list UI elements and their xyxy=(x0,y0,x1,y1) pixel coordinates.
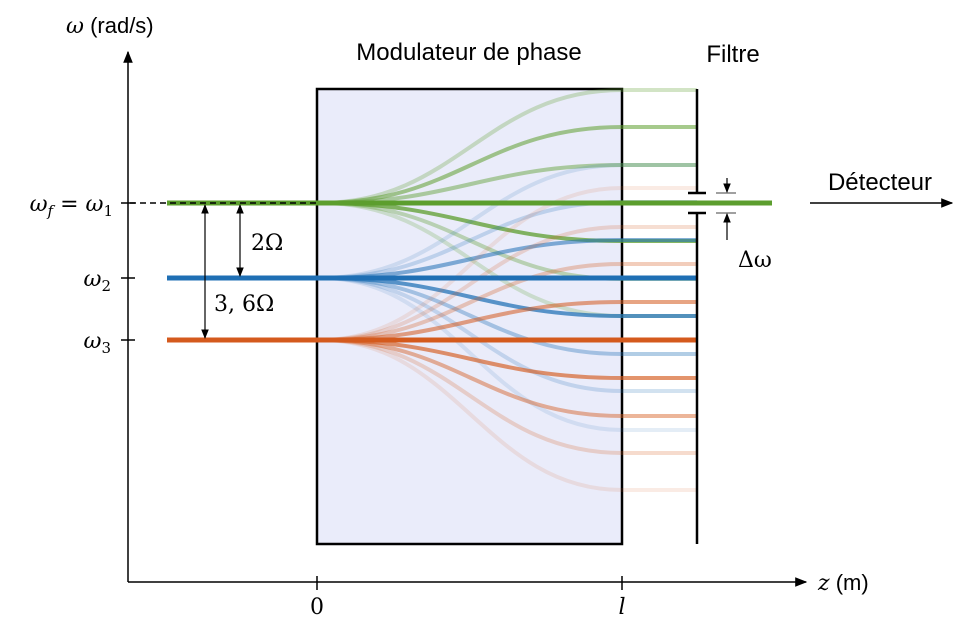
sideband-curve-2-7 xyxy=(319,338,697,492)
filter-title: Filtre xyxy=(706,41,759,68)
label-omega2: ω2 xyxy=(84,267,112,295)
gap-36-label: 3, 6Ω xyxy=(214,292,274,317)
tick-label-zero: 0 xyxy=(310,595,324,617)
sideband-curve-2-0 xyxy=(319,186,697,342)
modulator-title: Modulateur de phase xyxy=(356,39,582,66)
tick-label-l: l xyxy=(618,595,625,617)
label-omega-f-equals-omega1: ωf = ω1 xyxy=(30,192,113,220)
sideband-curve-1-0 xyxy=(319,163,697,280)
y-axis-label: ω (rad/s) xyxy=(66,13,154,39)
x-axis-label: z (m) xyxy=(817,570,869,596)
gap-2-label: 2Ω xyxy=(251,231,283,256)
delta-omega-label: Δω xyxy=(738,248,772,273)
sideband-curve-0-0 xyxy=(319,88,697,205)
detector-label: Détecteur xyxy=(828,169,932,196)
sideband-curve-2-5 xyxy=(319,338,697,418)
label-omega3: ω3 xyxy=(84,329,112,357)
sideband-curve-0-1 xyxy=(319,125,697,205)
sideband-curve-2-6 xyxy=(319,338,697,455)
sideband-curve-2-2 xyxy=(319,262,697,342)
